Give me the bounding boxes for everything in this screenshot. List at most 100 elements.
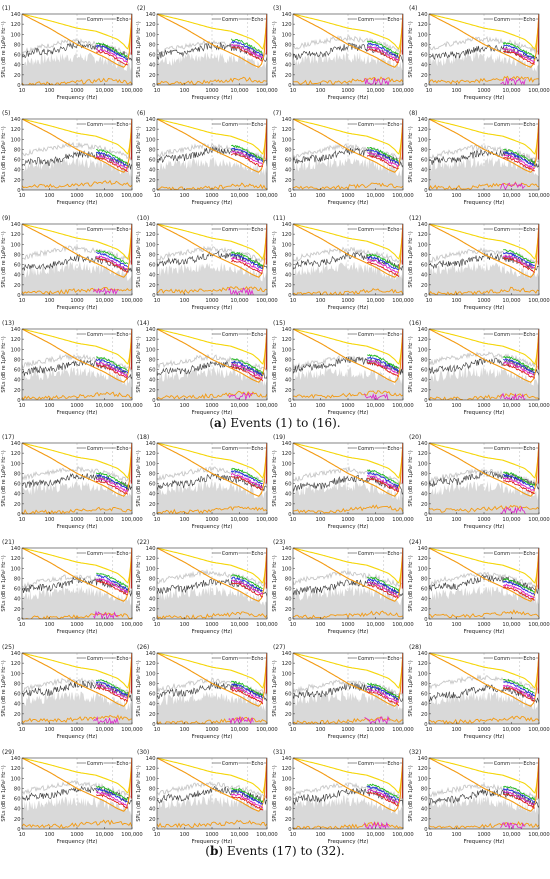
echo-band-label: Echo [116, 332, 128, 338]
y-tick-label: 0 [424, 512, 427, 518]
x-tick-label: 1000 [477, 727, 490, 733]
plot-area [293, 758, 403, 829]
y-tick-label: 20 [285, 607, 292, 613]
echo-band-label: Echo [387, 227, 399, 233]
x-tick-label: 100 [45, 517, 55, 523]
x-tick-label: 100,000 [528, 622, 549, 628]
y-axis-label: SPLs (dB re 1µPa² Hz⁻¹) [136, 450, 142, 506]
caption-a-text: Events (1) to (16). [226, 416, 341, 430]
background-spectrum-fill [157, 157, 267, 190]
comm-band-line-0 [502, 471, 536, 486]
plot-area [429, 329, 539, 400]
y-tick-label: 80 [149, 147, 156, 153]
x-tick-label: 1000 [341, 298, 354, 304]
y-tick-label: 120 [11, 337, 21, 343]
comm-band-line-3 [502, 364, 536, 379]
comm-band-line-0 [95, 42, 128, 58]
comm-band-line-3 [503, 793, 535, 809]
x-axis-label: Frequency (Hz) [464, 839, 505, 845]
comm-band-line-0 [95, 679, 129, 694]
comm-band-line-3 [230, 366, 264, 382]
x-tick-label: 10 [290, 622, 297, 628]
x-tick-label: 1000 [341, 88, 354, 94]
y-tick-label: 100 [146, 461, 156, 467]
background-spectrum-fill [22, 156, 132, 190]
chart-panel-27: 0 20 40 60 80 100 120 140 10 100 1000 10,000 100,000… [272, 644, 414, 740]
x-tick-label: 100,000 [256, 517, 277, 523]
comm-band-label: Comm [222, 761, 238, 767]
received-level-dark-line [293, 474, 403, 495]
y-tick-label: 140 [11, 546, 21, 552]
x-tick-label: 1000 [205, 298, 218, 304]
plot-area [157, 329, 267, 400]
chart-panel-7: 0 20 40 60 80 100 120 140 10 100 1000 10,000 100,000… [272, 110, 414, 206]
comm-band-line-0 [502, 249, 535, 264]
x-axis-label: Frequency (Hz) [328, 839, 369, 845]
chart-panel-26: 0 20 40 60 80 100 120 140 10 100 1000 10,000 100,000… [136, 644, 278, 740]
y-tick-label: 140 [11, 222, 21, 228]
comm-band-line-1 [230, 253, 264, 270]
x-tick-label: 10,000 [502, 193, 520, 199]
y-tick-label: 80 [421, 42, 428, 48]
x-tick-label: 1000 [70, 832, 83, 838]
audiogram-orange-line [22, 758, 132, 812]
plot-area [22, 119, 132, 190]
y-tick-label: 140 [418, 546, 428, 552]
comm-band-line-0 [502, 355, 535, 371]
y-tick-label: 100 [282, 242, 292, 248]
y-axis-label: SPLs (dB re 1µPa² Hz⁻¹) [272, 450, 278, 506]
y-tick-label: 40 [14, 168, 21, 174]
y-tick-label: 60 [14, 158, 21, 164]
y-tick-label: 40 [149, 597, 156, 603]
y-tick-label: 140 [282, 222, 292, 228]
echo-band-label: Echo [116, 227, 128, 233]
x-tick-label: 10,000 [230, 727, 248, 733]
y-tick-label: 0 [17, 722, 20, 728]
x-tick-label: 10 [290, 298, 297, 304]
x-tick-label: 10,000 [502, 727, 520, 733]
y-tick-label: 140 [418, 651, 428, 657]
y-tick-label: 0 [288, 827, 291, 833]
y-tick-label: 80 [149, 786, 156, 792]
y-tick-label: 40 [421, 63, 428, 69]
y-tick-label: 120 [146, 451, 156, 457]
echo-band-label: Echo [387, 122, 399, 128]
plot-area [293, 653, 403, 724]
comm-band-line-2 [367, 581, 399, 597]
comm-band-line-0 [366, 146, 399, 162]
audiogram-orange-line [429, 548, 539, 602]
chart-panel-32: 0 20 40 60 80 100 120 140 10 100 1000 10,000 100,000… [408, 749, 550, 845]
x-tick-label: 100 [316, 298, 326, 304]
comm-band-line-2 [95, 791, 129, 806]
x-tick-label: 100,000 [392, 727, 413, 733]
echo-band-label: Echo [523, 227, 535, 233]
y-tick-label: 20 [14, 388, 21, 394]
x-tick-label: 100 [180, 298, 190, 304]
residual-orange-line [157, 76, 267, 85]
x-tick-label: 100,000 [121, 727, 142, 733]
y-axis-label: SPLs (dB re 1µPa² Hz⁻¹) [408, 126, 414, 182]
received-level-dark-line [157, 681, 267, 702]
comm-band-line-3 [230, 475, 263, 491]
received-level-dark-line [429, 148, 539, 168]
x-tick-label: 1000 [70, 403, 83, 409]
plot-area [293, 14, 403, 85]
y-tick-label: 100 [146, 566, 156, 572]
comm-band-label: Comm [358, 761, 374, 767]
x-tick-label: 10 [19, 193, 26, 199]
x-tick-label: 100 [45, 88, 55, 94]
x-tick-label: 1000 [205, 622, 218, 628]
x-tick-label: 100 [180, 832, 190, 838]
y-tick-label: 20 [421, 817, 428, 823]
received-level-light-line [22, 574, 132, 593]
comm-band-line-3 [95, 50, 129, 66]
x-tick-label: 10,000 [366, 193, 384, 199]
y-tick-label: 120 [282, 127, 292, 133]
y-tick-label: 80 [421, 252, 428, 258]
y-tick-label: 20 [421, 388, 428, 394]
plot-area [429, 119, 539, 190]
y-axis-label: SPLs (dB re 1µPa² Hz⁻¹) [272, 555, 278, 611]
comm-band-line-1 [502, 787, 536, 804]
y-tick-label: 20 [149, 817, 156, 823]
y-tick-label: 40 [285, 702, 292, 708]
